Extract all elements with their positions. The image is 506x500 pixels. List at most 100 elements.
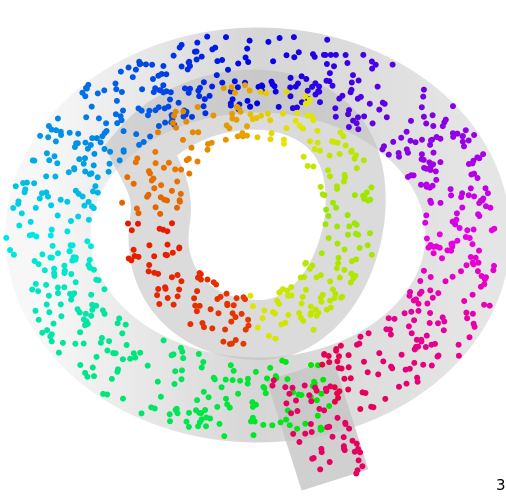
point: [448, 186, 454, 192]
point: [471, 171, 477, 177]
point: [456, 353, 462, 359]
point: [60, 340, 66, 346]
point: [327, 278, 333, 284]
point: [199, 320, 205, 326]
point: [339, 366, 345, 372]
point: [69, 258, 75, 264]
point: [267, 365, 273, 371]
point: [169, 274, 175, 280]
point: [435, 320, 441, 326]
point: [150, 176, 156, 182]
point: [208, 306, 214, 312]
point: [345, 232, 351, 238]
point: [357, 245, 363, 251]
point: [315, 413, 321, 419]
point: [337, 151, 343, 157]
point: [437, 231, 443, 237]
point: [156, 123, 162, 129]
point: [269, 130, 275, 136]
point: [483, 203, 489, 209]
point: [264, 375, 270, 381]
point: [119, 117, 125, 123]
point: [202, 407, 208, 413]
point: [319, 250, 325, 256]
point: [470, 292, 476, 298]
point: [152, 85, 158, 91]
point: [258, 89, 264, 95]
point: [81, 316, 87, 322]
point: [369, 59, 375, 65]
point: [355, 232, 361, 238]
point: [436, 353, 442, 359]
point: [86, 199, 92, 205]
point: [203, 415, 209, 421]
point: [402, 310, 408, 316]
point: [441, 327, 447, 333]
point: [75, 306, 81, 312]
point: [464, 315, 470, 321]
point: [363, 390, 369, 396]
point: [89, 307, 95, 313]
point: [209, 46, 215, 52]
point: [190, 129, 196, 135]
point: [217, 421, 223, 427]
point: [367, 101, 373, 107]
point: [116, 315, 122, 321]
point: [423, 121, 429, 127]
point: [98, 139, 104, 145]
point: [95, 90, 101, 96]
point: [73, 279, 79, 285]
point: [155, 129, 161, 135]
point: [354, 165, 360, 171]
point: [267, 117, 273, 123]
point: [317, 466, 323, 472]
point: [318, 272, 324, 278]
point: [224, 301, 230, 307]
point: [240, 341, 246, 347]
point: [315, 128, 321, 134]
point: [174, 406, 180, 412]
point: [104, 348, 110, 354]
point: [285, 312, 291, 318]
point: [206, 394, 212, 400]
point: [175, 272, 181, 278]
point: [308, 310, 314, 316]
point: [47, 333, 53, 339]
point: [315, 140, 321, 146]
point: [91, 162, 97, 168]
point: [211, 279, 217, 285]
point: [362, 193, 368, 199]
point: [146, 268, 152, 274]
point: [260, 315, 266, 321]
point: [290, 431, 296, 437]
point: [247, 104, 253, 110]
point: [44, 327, 50, 333]
point: [376, 107, 382, 113]
point: [207, 93, 213, 99]
point: [316, 89, 322, 95]
point: [67, 248, 73, 254]
point: [411, 317, 417, 323]
point: [233, 337, 239, 343]
point: [184, 419, 190, 425]
point: [259, 83, 265, 89]
point: [344, 60, 350, 66]
point: [367, 230, 373, 236]
point: [483, 185, 489, 191]
point: [164, 198, 170, 204]
point: [226, 125, 232, 131]
point: [327, 173, 333, 179]
point: [173, 125, 179, 131]
point: [471, 132, 477, 138]
point: [254, 134, 260, 140]
point: [214, 72, 220, 78]
point: [365, 369, 371, 375]
point: [293, 118, 299, 124]
point: [194, 288, 200, 294]
point: [396, 384, 402, 390]
point: [314, 388, 320, 394]
point: [253, 402, 259, 408]
point: [127, 356, 133, 362]
point: [196, 93, 202, 99]
point: [158, 87, 164, 93]
